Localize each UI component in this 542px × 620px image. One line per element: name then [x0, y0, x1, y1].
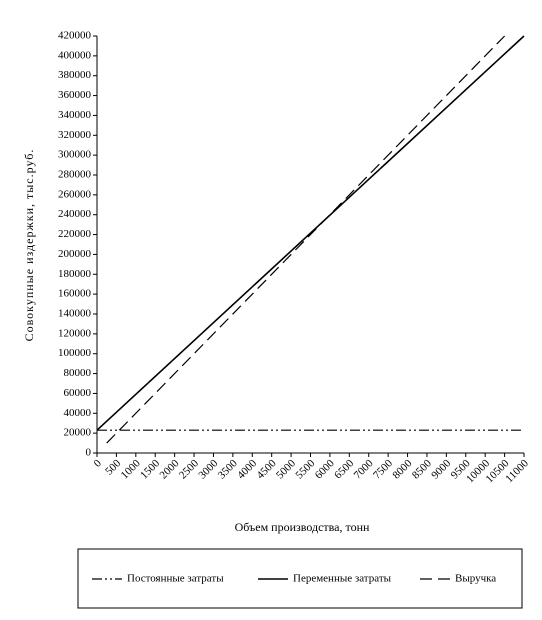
- x-tick-label: 1500: [138, 457, 162, 481]
- y-tick-label: 80000: [64, 367, 92, 379]
- x-tick-label: 8000: [390, 457, 414, 481]
- x-tick-label: 7000: [352, 457, 376, 481]
- y-tick-label: 160000: [58, 288, 92, 300]
- y-tick-label: 180000: [58, 268, 92, 280]
- y-tick-label: 400000: [58, 49, 92, 61]
- y-tick-label: 200000: [58, 248, 92, 260]
- y-tick-label: 220000: [58, 228, 92, 240]
- y-tick-label: 40000: [64, 407, 92, 419]
- y-tick-label: 20000: [64, 427, 92, 439]
- y-tick-label: 60000: [64, 387, 92, 399]
- x-tick-label: 3500: [216, 457, 240, 481]
- legend-label: Выручка: [455, 573, 496, 585]
- legend-label: Переменные затраты: [293, 573, 392, 585]
- x-tick-label: 8500: [410, 457, 434, 481]
- x-tick-label: 2000: [158, 457, 182, 481]
- legend-label: Постоянные затраты: [127, 573, 224, 585]
- series-line: [106, 35, 506, 444]
- x-tick-label: 6500: [332, 457, 356, 481]
- x-axis-title: Объем производства, тонн: [235, 520, 370, 534]
- x-tick-label: 4500: [255, 457, 279, 481]
- x-tick-label: 2500: [177, 457, 201, 481]
- y-tick-label: 280000: [58, 169, 92, 181]
- x-tick-label: 9000: [429, 457, 453, 481]
- x-tick-label: 0: [92, 457, 105, 470]
- y-tick-label: 380000: [58, 69, 92, 81]
- y-tick-label: 340000: [58, 109, 92, 121]
- x-tick-label: 1000: [119, 457, 143, 481]
- series-line: [96, 35, 525, 431]
- x-tick-label: 5500: [293, 457, 317, 481]
- y-axis-title: Совокупные издержки, тыс.руб.: [22, 149, 36, 342]
- y-tick-label: 140000: [58, 308, 92, 320]
- x-tick-label: 7500: [371, 457, 395, 481]
- y-tick-label: 120000: [58, 327, 92, 339]
- y-tick-label: 360000: [58, 89, 92, 101]
- y-tick-label: 0: [86, 447, 92, 459]
- x-tick-label: 5000: [274, 457, 298, 481]
- y-tick-label: 320000: [58, 129, 92, 141]
- x-tick-label: 11000: [503, 457, 531, 485]
- y-tick-label: 100000: [58, 347, 92, 359]
- legend-box: [77, 548, 523, 609]
- y-tick-label: 240000: [58, 208, 92, 220]
- y-tick-label: 260000: [58, 188, 92, 200]
- x-tick-label: 4000: [235, 457, 259, 481]
- y-tick-label: 300000: [58, 149, 92, 161]
- x-tick-label: 6000: [313, 457, 337, 481]
- x-tick-label: 3000: [196, 457, 220, 481]
- y-tick-label: 420000: [58, 30, 92, 42]
